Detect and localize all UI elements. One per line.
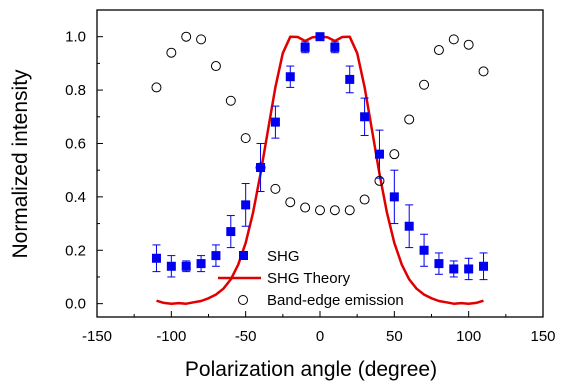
shg-point — [226, 227, 236, 237]
x-tick-label: 150 — [530, 328, 555, 345]
band-edge-point — [181, 31, 192, 42]
band-edge-point — [404, 114, 415, 125]
y-tick-labels: 0.0 0.2 0.4 0.6 0.8 1.0 — [65, 29, 86, 313]
shg-point — [360, 112, 370, 122]
shg-point — [270, 117, 280, 127]
x-tick-label: -50 — [235, 328, 257, 345]
x-tick-label: 0 — [316, 328, 324, 345]
band-edge-point — [285, 197, 296, 208]
series-layer — [151, 31, 489, 305]
shg-point — [211, 251, 221, 261]
band-edge-point — [359, 194, 370, 205]
band-edge-point — [419, 79, 430, 90]
x-tick-labels: -150 -100 -50 0 50 100 150 — [82, 328, 556, 345]
shg-point — [181, 261, 191, 271]
shg-point — [285, 72, 295, 82]
y-tick-label: 0.4 — [65, 189, 86, 206]
band-edge-point — [315, 205, 325, 216]
band-edge-point — [270, 183, 281, 194]
shg-point — [464, 264, 474, 274]
shg-point — [315, 32, 325, 42]
x-tick-label: -100 — [156, 328, 186, 345]
x-tick-label: 50 — [386, 328, 403, 345]
x-axis-title: Polarization angle (degree) — [185, 358, 437, 381]
shg-point — [389, 192, 399, 202]
x-tick-label: -150 — [82, 328, 112, 345]
band-edge-point — [463, 39, 474, 50]
y-tick-label: 0.6 — [65, 135, 86, 152]
shg-point — [419, 245, 429, 255]
shg-point — [196, 259, 206, 269]
band-edge-point — [344, 205, 355, 216]
band-edge-point — [166, 47, 177, 58]
shg-point — [449, 264, 459, 274]
shg-point — [166, 261, 176, 271]
legend-label-band-edge: Band-edge emission — [267, 292, 404, 309]
band-edge-point — [448, 34, 459, 45]
shg-point — [345, 74, 355, 84]
shg-point — [479, 261, 489, 271]
y-tick-label: 1.0 — [65, 29, 86, 46]
y-tick-label: 0.2 — [65, 242, 86, 259]
y-axis-title: Normalized intensity — [9, 69, 32, 259]
legend: SHG SHG Theory Band-edge emission — [218, 248, 404, 309]
axis-ticks — [96, 9, 544, 317]
shg-point — [151, 253, 161, 263]
legend-marker-shg — [239, 251, 248, 260]
legend-label-shg: SHG — [267, 248, 300, 265]
shg-point — [404, 221, 414, 231]
band-edge-point — [389, 149, 400, 160]
shg-point — [241, 200, 251, 210]
band-edge-point — [151, 82, 162, 93]
shg-point — [300, 42, 310, 52]
shg-point — [330, 42, 340, 52]
legend-label-shg-theory: SHG Theory — [267, 270, 351, 287]
band-edge-point — [433, 45, 444, 56]
shg-point — [256, 163, 266, 173]
band-edge-point — [300, 202, 311, 213]
band-edge-point — [210, 61, 221, 72]
legend-marker-band-edge — [238, 295, 248, 305]
band-edge-point — [329, 205, 340, 216]
band-edge-point — [478, 66, 489, 77]
y-tick-label: 0.0 — [65, 296, 86, 313]
shg-point — [374, 149, 384, 159]
y-tick-label: 0.8 — [65, 82, 86, 99]
x-tick-label: 100 — [456, 328, 481, 345]
band-edge-point — [240, 133, 251, 144]
shg-point — [434, 259, 444, 269]
band-edge-point — [196, 34, 207, 45]
band-edge-point — [225, 95, 236, 106]
